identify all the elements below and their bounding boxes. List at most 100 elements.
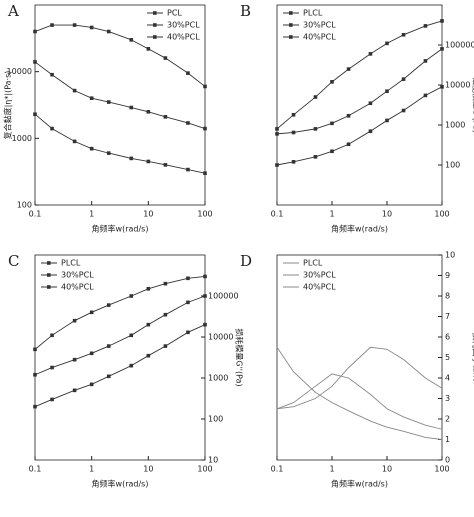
data-point bbox=[72, 88, 77, 93]
data-point bbox=[385, 89, 389, 93]
data-point bbox=[50, 333, 54, 338]
x-tick-label: 10 bbox=[382, 465, 392, 474]
series-line bbox=[34, 275, 206, 350]
data-point bbox=[330, 121, 334, 126]
x-tick-label: 10 bbox=[143, 210, 153, 219]
series-line bbox=[276, 48, 443, 135]
x-tick-label: 0.1 bbox=[271, 465, 284, 474]
data-point bbox=[313, 155, 318, 159]
legend-label: 40%PCL bbox=[303, 33, 336, 42]
y-axis-label: 复合黏度|η*|(Pa·s) bbox=[3, 71, 13, 140]
y-tick-label: 10000 bbox=[208, 333, 233, 342]
data-point bbox=[346, 67, 351, 71]
x-axis-label: 角频率w(rad/s) bbox=[331, 479, 388, 489]
legend-marker bbox=[153, 11, 157, 15]
data-point bbox=[186, 167, 190, 172]
y-tick-label: 10 bbox=[208, 456, 218, 465]
legend-marker bbox=[289, 11, 293, 15]
data-point bbox=[50, 397, 54, 402]
data-point bbox=[72, 139, 77, 144]
data-point bbox=[291, 112, 296, 117]
data-point bbox=[330, 149, 334, 154]
panel-letter: B bbox=[240, 2, 251, 20]
legend-marker bbox=[289, 23, 293, 27]
data-point bbox=[106, 374, 111, 379]
plot-frame bbox=[276, 4, 443, 206]
data-point bbox=[106, 29, 111, 34]
data-point bbox=[146, 110, 151, 114]
data-point bbox=[72, 388, 77, 393]
y-tick-label: 1000 bbox=[208, 374, 228, 383]
x-tick-label: 100 bbox=[197, 210, 212, 219]
data-point bbox=[50, 365, 54, 370]
y-axis-label: 损耗模量G''(Pa) bbox=[235, 328, 245, 386]
data-point bbox=[291, 130, 296, 135]
data-point bbox=[440, 85, 444, 89]
data-point bbox=[203, 294, 207, 298]
data-point bbox=[163, 56, 168, 60]
data-point bbox=[163, 312, 168, 317]
data-point bbox=[423, 24, 428, 28]
data-point bbox=[89, 382, 94, 387]
data-point bbox=[50, 23, 54, 27]
data-point bbox=[203, 274, 207, 279]
data-point bbox=[129, 105, 134, 110]
data-point bbox=[72, 318, 77, 323]
y-tick-label: 2 bbox=[445, 415, 450, 424]
data-point bbox=[89, 146, 94, 151]
x-tick-label: 0.1 bbox=[29, 465, 42, 474]
legend-marker bbox=[47, 261, 51, 265]
y-tick-label: 6 bbox=[445, 333, 450, 342]
y-tick-label: 9 bbox=[445, 271, 450, 280]
legend-label: PLCL bbox=[303, 259, 323, 268]
data-point bbox=[313, 95, 318, 99]
data-point bbox=[106, 344, 111, 348]
x-tick-label: 1 bbox=[89, 465, 94, 474]
y-tick-label: 1 bbox=[445, 435, 450, 444]
data-point bbox=[33, 372, 37, 377]
legend-marker bbox=[289, 35, 293, 39]
data-point bbox=[401, 32, 406, 37]
legend-label: 30%PCL bbox=[61, 271, 94, 280]
x-axis-label: 角频率w(rad/s) bbox=[92, 224, 149, 234]
data-point bbox=[146, 353, 151, 358]
x-tick-label: 100 bbox=[434, 465, 449, 474]
y-tick-label: 8 bbox=[445, 292, 450, 301]
data-point bbox=[50, 72, 54, 77]
x-tick-label: 10 bbox=[143, 465, 153, 474]
series-line bbox=[276, 346, 443, 440]
data-point bbox=[368, 129, 373, 133]
data-point bbox=[89, 25, 94, 30]
data-point bbox=[146, 159, 151, 164]
data-point bbox=[106, 151, 111, 155]
y-tick-label: 10 bbox=[445, 251, 455, 260]
data-point bbox=[129, 333, 134, 338]
data-point bbox=[203, 322, 207, 327]
data-point bbox=[146, 286, 151, 291]
x-tick-label: 10 bbox=[382, 210, 392, 219]
data-point bbox=[146, 322, 151, 327]
legend-marker bbox=[153, 23, 157, 27]
x-tick-label: 0.1 bbox=[29, 210, 42, 219]
panel-letter: C bbox=[8, 252, 19, 270]
data-point bbox=[129, 294, 134, 298]
legend-marker bbox=[47, 285, 51, 289]
x-tick-label: 100 bbox=[197, 465, 212, 474]
data-point bbox=[346, 142, 351, 147]
series-line bbox=[276, 373, 443, 430]
data-point bbox=[275, 127, 279, 131]
data-point bbox=[33, 60, 37, 64]
data-point bbox=[346, 113, 351, 118]
legend-label: PLCL bbox=[303, 9, 323, 18]
data-point bbox=[33, 112, 37, 117]
data-point bbox=[313, 127, 318, 131]
y-tick-label: 100000 bbox=[208, 292, 239, 301]
data-point bbox=[423, 93, 428, 98]
data-point bbox=[146, 47, 151, 51]
data-point bbox=[129, 156, 134, 161]
data-point bbox=[163, 344, 168, 348]
data-point bbox=[89, 351, 94, 356]
plot-frame bbox=[34, 4, 206, 206]
y-tick-label: 4 bbox=[445, 374, 450, 383]
